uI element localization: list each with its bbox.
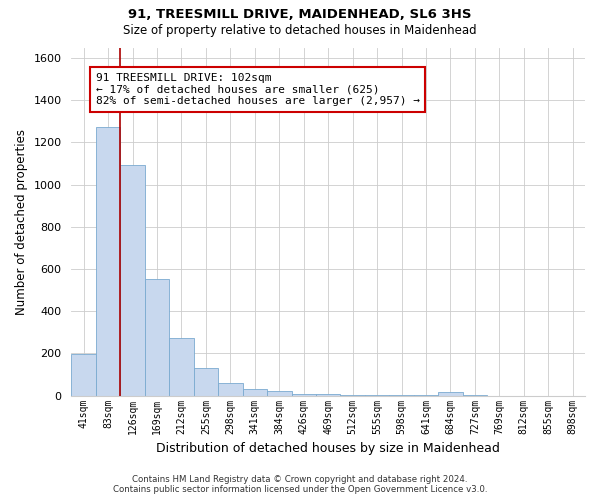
- Bar: [121, 164, 145, 396]
- Text: 91 TREESMILL DRIVE: 102sqm
← 17% of detached houses are smaller (625)
82% of sem: 91 TREESMILL DRIVE: 102sqm ← 17% of deta…: [96, 73, 420, 106]
- Bar: [96, 126, 121, 396]
- Text: Contains HM Land Registry data © Crown copyright and database right 2024.
Contai: Contains HM Land Registry data © Crown c…: [113, 474, 487, 494]
- Y-axis label: Number of detached properties: Number of detached properties: [15, 128, 28, 314]
- Text: Size of property relative to detached houses in Maidenhead: Size of property relative to detached ho…: [123, 24, 477, 37]
- X-axis label: Distribution of detached houses by size in Maidenhead: Distribution of detached houses by size …: [156, 442, 500, 455]
- Bar: [71, 354, 96, 396]
- Bar: [145, 278, 169, 396]
- Bar: [340, 394, 365, 396]
- Bar: [194, 368, 218, 396]
- Bar: [267, 392, 292, 396]
- Bar: [365, 395, 389, 396]
- Bar: [438, 392, 463, 396]
- Bar: [316, 394, 340, 396]
- Text: 91, TREESMILL DRIVE, MAIDENHEAD, SL6 3HS: 91, TREESMILL DRIVE, MAIDENHEAD, SL6 3HS: [128, 8, 472, 20]
- Bar: [242, 390, 267, 396]
- Bar: [292, 394, 316, 396]
- Bar: [389, 395, 414, 396]
- Bar: [218, 383, 242, 396]
- Bar: [169, 338, 194, 396]
